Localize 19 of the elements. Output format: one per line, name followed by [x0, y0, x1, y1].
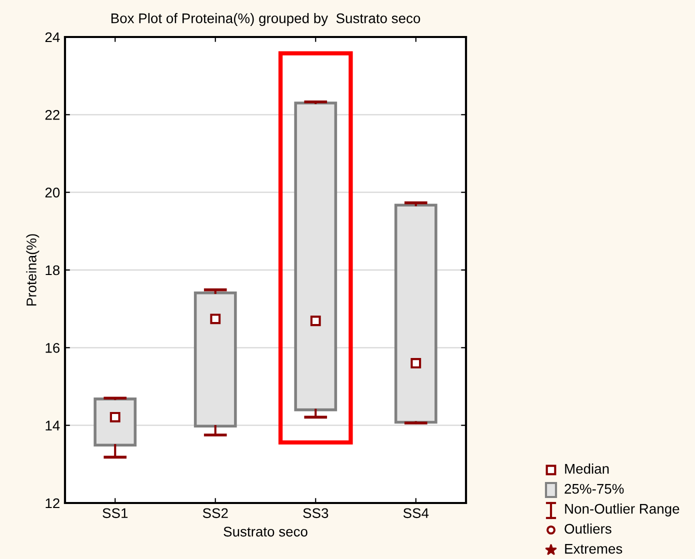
text: Outliers: [564, 524, 612, 534]
text: 25%-75%: [564, 484, 624, 494]
x-axis-title: Sustrato seco: [224, 526, 308, 537]
y-tick-label: 18: [46, 265, 60, 276]
y-tick-label: 20: [45, 188, 60, 198]
x-tick-label: SS2: [202, 508, 228, 518]
x-tick-label: SS3: [303, 508, 328, 518]
text: Median: [565, 464, 609, 474]
y-tick-label: 16: [46, 343, 60, 353]
y-tick-label: 24: [45, 32, 60, 42]
x-tick-label: SS4: [403, 508, 429, 518]
y-tick-label: 22: [45, 110, 60, 120]
y-tick-label: 12: [46, 498, 60, 508]
text: Non-Outlier Range: [565, 504, 680, 516]
chart-title: Box Plot of Proteina(%) grouped by Sustrato seco: [111, 13, 420, 26]
x-tick-label: SS1: [102, 508, 128, 518]
text: Extremes: [565, 544, 622, 554]
y-tick-label: 14: [46, 420, 60, 430]
y-axis-title: Proteina(%): [26, 234, 40, 306]
